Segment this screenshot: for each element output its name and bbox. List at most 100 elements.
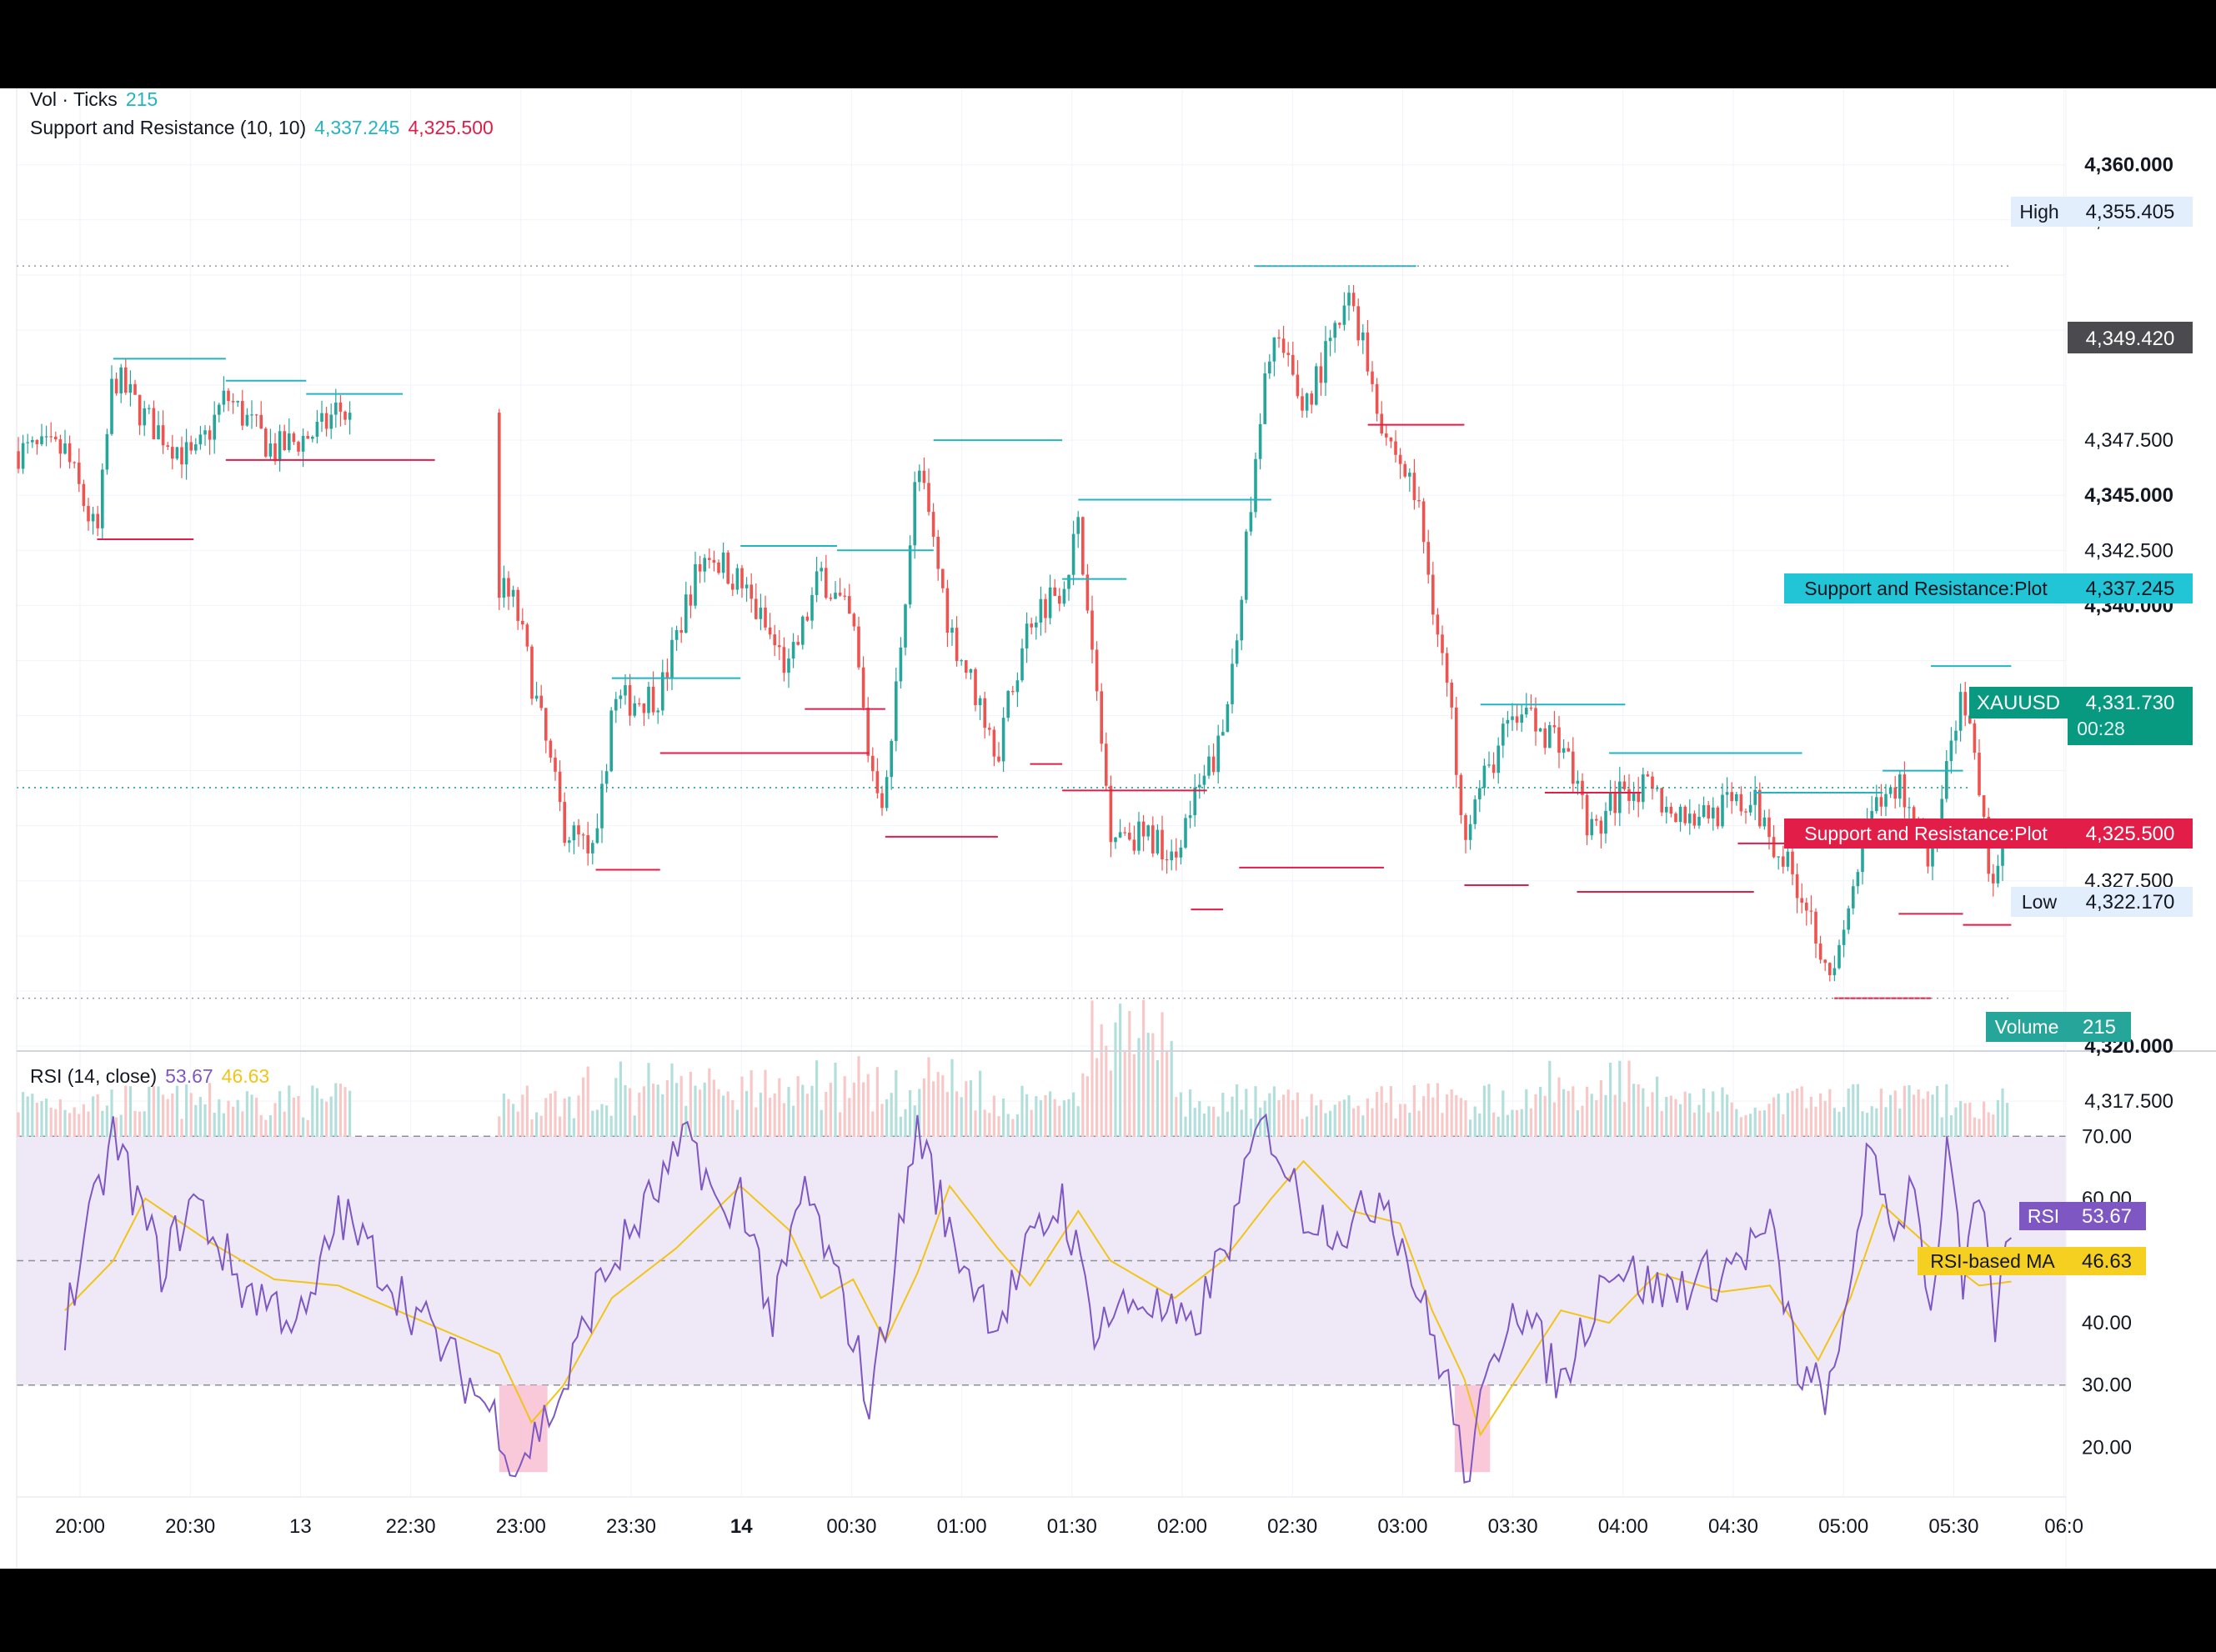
volume-bar	[1385, 1103, 1388, 1137]
candle	[857, 626, 860, 668]
candle	[288, 433, 291, 450]
rsi-ma-label-text: RSI-based MA	[1930, 1250, 2055, 1272]
volume-bar	[904, 1109, 907, 1137]
volume-bar	[936, 1072, 940, 1137]
candle	[890, 740, 893, 778]
rsi-lines	[63, 1113, 2013, 1484]
candle	[315, 421, 319, 437]
volume-bar	[801, 1084, 805, 1137]
volume-bar	[1006, 1114, 1010, 1137]
volume-bar	[1053, 1099, 1056, 1137]
volume-bar	[1464, 1100, 1467, 1137]
volume-bar	[829, 1083, 832, 1137]
volume-bar	[805, 1094, 809, 1137]
volume-bar	[128, 1086, 132, 1137]
volume-bar	[525, 1085, 529, 1137]
candle	[834, 593, 837, 599]
candle	[670, 639, 674, 678]
price-chart[interactable]: 4,360.0004,357.5004,352.5004,347.5004,34…	[0, 88, 2216, 1569]
volume-bar	[218, 1099, 221, 1137]
candle	[581, 834, 585, 836]
volume-bar	[1277, 1099, 1281, 1137]
candle	[604, 771, 609, 784]
candle	[1095, 649, 1099, 692]
volume-bar	[1632, 1084, 1636, 1137]
candle	[1660, 788, 1663, 813]
volume-bar	[162, 1094, 165, 1137]
volume-bar	[530, 1119, 534, 1137]
volume-bar	[1342, 1099, 1346, 1137]
candle	[1805, 902, 1808, 911]
volume-bar	[1642, 1088, 1645, 1137]
candle	[82, 483, 86, 507]
candle	[1847, 908, 1850, 930]
chart-frame: 4,360.0004,357.5004,352.5004,347.5004,34…	[0, 88, 2216, 1569]
candle	[198, 434, 203, 445]
candle	[1118, 832, 1122, 838]
volume-bar	[871, 1111, 875, 1137]
low-label: Low 4,322.170	[2011, 887, 2193, 917]
volume-bar	[755, 1107, 758, 1137]
volume-bar	[119, 1114, 123, 1137]
volume-bar	[1198, 1101, 1201, 1137]
volume-bar	[624, 1084, 627, 1137]
volume-bar	[609, 1115, 613, 1137]
candle	[166, 445, 169, 448]
price-axis[interactable]: 4,360.0004,357.5004,352.5004,347.5004,34…	[2084, 154, 2173, 1113]
volume-bar	[1866, 1113, 1869, 1137]
rsi-legend[interactable]: RSI (14, close) 53.67 46.63	[30, 1065, 278, 1088]
candle	[157, 425, 160, 440]
volume-bar	[124, 1085, 128, 1137]
candle	[852, 613, 856, 627]
volume-bar	[1333, 1104, 1336, 1137]
candle	[1184, 818, 1187, 848]
volume-bar	[1473, 1106, 1476, 1137]
candle	[1576, 780, 1580, 784]
volume-bar	[992, 1095, 995, 1137]
volume-bar	[1137, 1038, 1141, 1137]
candle	[544, 708, 548, 741]
candle	[1856, 872, 1860, 887]
volume-bar	[1249, 1119, 1252, 1137]
rsi-value-text: 53.67	[2082, 1205, 2132, 1228]
price-tick-label: 4,360.000	[2084, 154, 2173, 177]
candle	[133, 383, 137, 395]
volume-bar	[1380, 1086, 1383, 1137]
candle	[208, 430, 212, 440]
candle	[1963, 692, 1967, 716]
candle	[651, 686, 655, 713]
candle	[1351, 293, 1356, 307]
volume-bar	[1123, 1049, 1126, 1137]
candle	[1940, 798, 1943, 831]
sr-legend[interactable]: Support and Resistance (10, 10) 4,337.245…	[30, 117, 502, 139]
volume-bar	[1044, 1095, 1047, 1137]
volume-bar	[87, 1111, 90, 1137]
price-tick-label: 4,342.500	[2084, 539, 2173, 562]
candle	[250, 414, 253, 416]
volume-bar	[1436, 1083, 1439, 1137]
volume-bar	[1726, 1094, 1729, 1137]
candle	[1511, 716, 1514, 720]
volume-bar	[1543, 1095, 1547, 1137]
volume-bar	[1562, 1089, 1566, 1137]
candle	[502, 578, 506, 598]
volume-bar	[180, 1119, 183, 1137]
volume-bar	[1114, 1022, 1117, 1137]
candle	[871, 755, 875, 772]
candle	[1464, 814, 1467, 840]
time-axis[interactable]: 20:00 20:30 13 22:30 23:00 23:30 14 00:30 01:00 0…	[55, 1515, 2083, 1538]
time-tick-label: 00:30	[826, 1515, 876, 1538]
candle	[895, 681, 898, 741]
volume-label-text: Volume	[1995, 1016, 2059, 1038]
candle	[674, 629, 679, 640]
volume-legend[interactable]: Vol · Ticks 215	[30, 88, 166, 111]
candle	[1697, 817, 1701, 826]
candle	[143, 408, 146, 426]
candle	[955, 628, 959, 662]
volume-bar	[675, 1083, 679, 1137]
volume-bar	[1482, 1085, 1486, 1137]
volume-bar	[1800, 1086, 1803, 1137]
time-tick-label: 23:30	[606, 1515, 656, 1538]
rsi-tick-label: 20.00	[2082, 1436, 2132, 1459]
